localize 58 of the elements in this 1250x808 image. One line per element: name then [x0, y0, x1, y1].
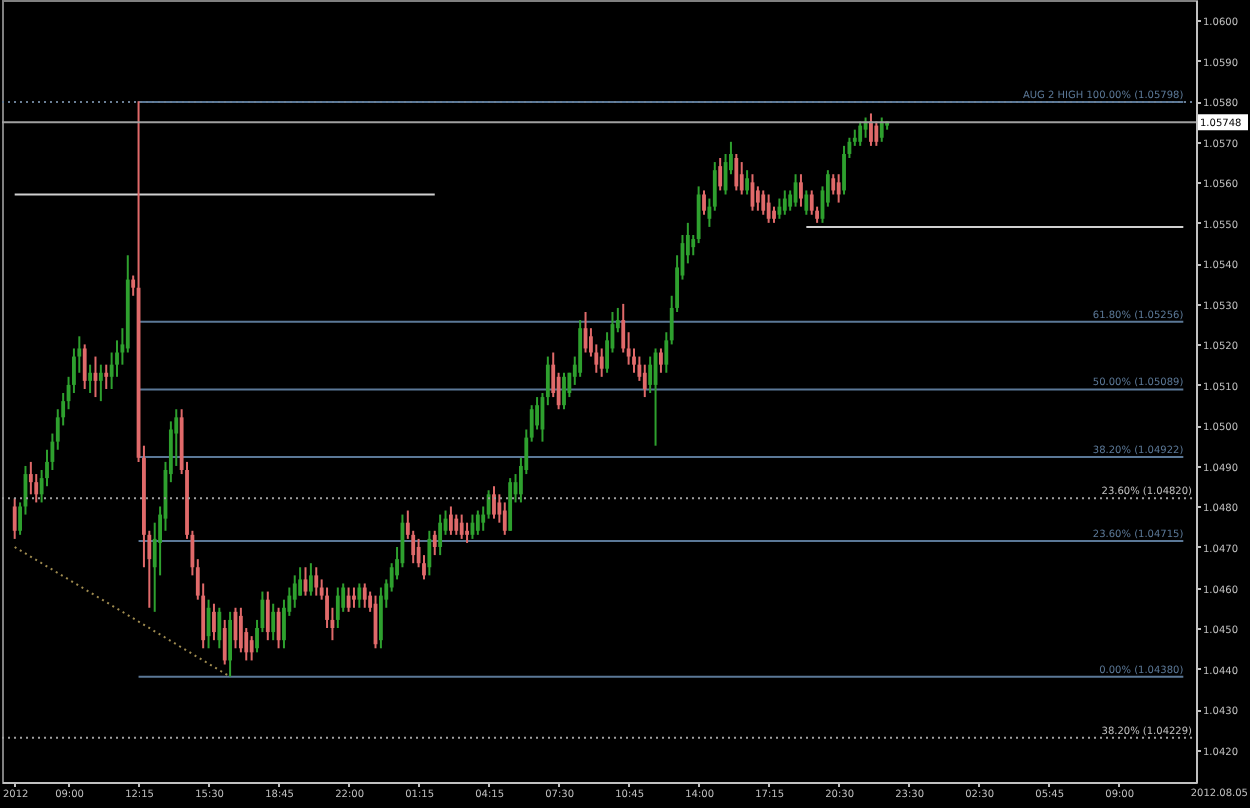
- candlestick: [799, 173, 803, 208]
- candlestick: [427, 529, 432, 577]
- candlestick: [249, 635, 254, 662]
- candlestick: [335, 586, 340, 630]
- candlestick: [308, 562, 313, 597]
- candlestick: [492, 485, 496, 520]
- candlestick: [454, 513, 459, 536]
- candlestick: [271, 602, 276, 642]
- candlestick: [432, 529, 437, 557]
- candlestick: [578, 319, 583, 378]
- candlestick: [782, 189, 787, 216]
- candlestick: [874, 120, 879, 147]
- candlestick: [292, 574, 297, 609]
- candlestick: [831, 173, 836, 196]
- candlestick: [761, 189, 766, 216]
- candlestick: [378, 586, 383, 650]
- candlestick: [734, 152, 739, 192]
- candlestick: [465, 521, 469, 544]
- candlestick: [357, 582, 362, 609]
- candlestick: [718, 157, 723, 192]
- candlestick: [28, 460, 33, 496]
- candlestick: [869, 112, 873, 147]
- candlestick: [809, 189, 814, 216]
- candlestick: [739, 161, 744, 196]
- candlestick: [98, 363, 103, 403]
- candlestick: [438, 513, 443, 557]
- candlestick: [265, 590, 270, 642]
- candlestick: [879, 116, 884, 143]
- candlestick: [648, 355, 653, 395]
- candlestick: [858, 120, 863, 147]
- candlestick: [502, 501, 507, 536]
- candlestick: [448, 505, 453, 536]
- candlestick: [314, 566, 319, 597]
- candlestick: [659, 347, 663, 374]
- candlestick: [475, 509, 480, 536]
- candlestick: [222, 618, 227, 666]
- candlestick: [777, 197, 782, 220]
- candlestick: [104, 363, 109, 390]
- candlestick: [238, 606, 243, 654]
- candlestick: [217, 606, 222, 650]
- candlestick: [228, 610, 233, 678]
- candlestick: [804, 189, 809, 216]
- candlestick: [745, 169, 750, 196]
- candlestick: [766, 193, 771, 224]
- candlestick: [702, 189, 706, 216]
- candlestick: [459, 513, 464, 540]
- candlestick: [599, 347, 604, 378]
- candlestick: [212, 602, 216, 642]
- candlestick: [362, 582, 367, 609]
- candlestick: [12, 497, 17, 540]
- candlestick: [755, 185, 760, 212]
- candlestick: [842, 144, 846, 196]
- candlestick: [352, 586, 356, 609]
- candlestick: [836, 173, 841, 204]
- candlestick: [562, 371, 566, 411]
- candlestick: [88, 363, 92, 395]
- candlestick: [642, 363, 647, 399]
- candlestick: [82, 343, 87, 390]
